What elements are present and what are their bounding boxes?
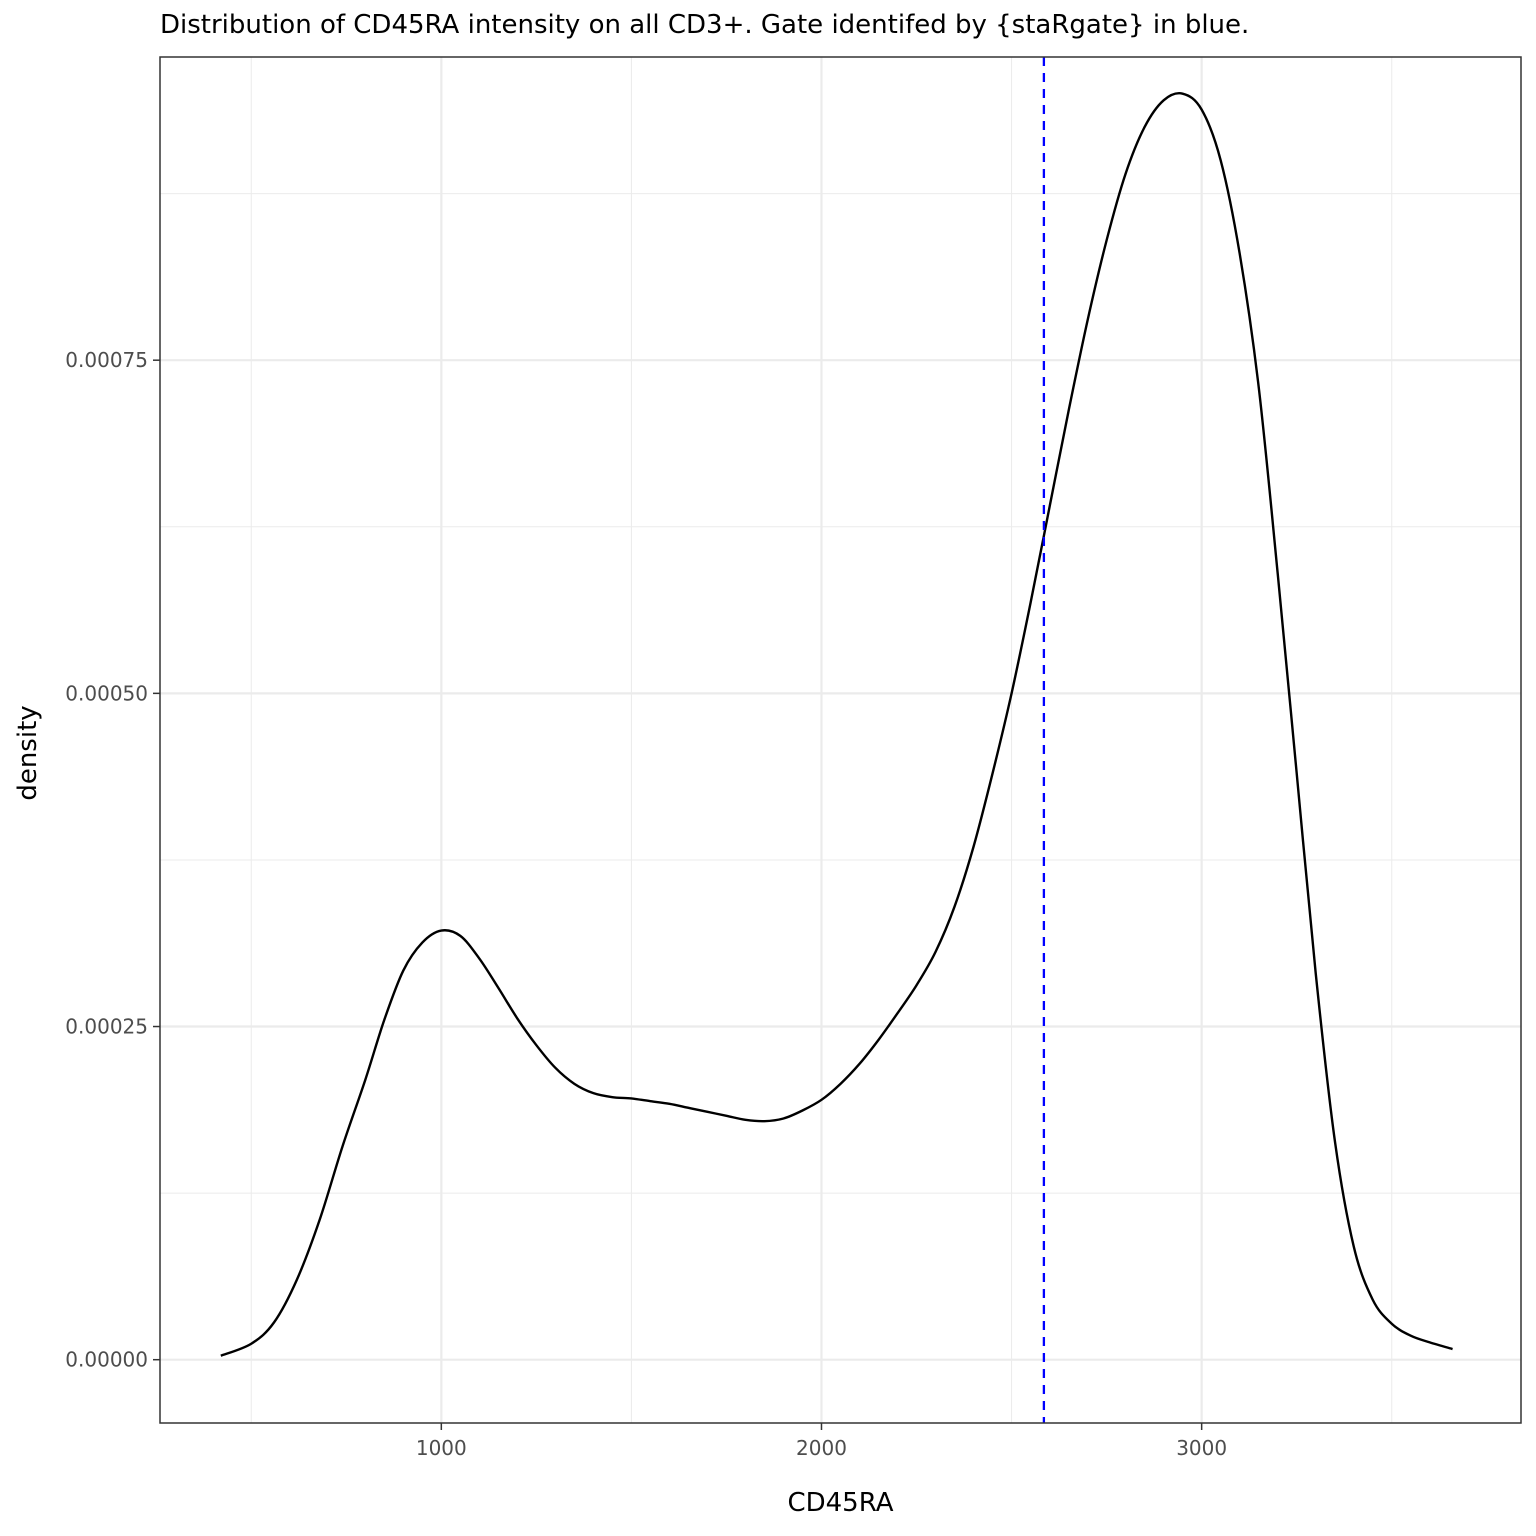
y-tick-label: 0.00025 (65, 1015, 148, 1039)
axis-ticks: 1000 2000 3000 0.00000 0.00025 0.00050 0.00075 (65, 348, 1227, 1460)
chart-title: Distribution of CD45RA intensity on all … (160, 10, 1250, 40)
y-tick-label: 0.00050 (65, 681, 148, 705)
x-tick-label: 1000 (416, 1436, 467, 1460)
major-gridlines (160, 57, 1521, 1423)
y-tick-label: 0.00000 (65, 1348, 148, 1372)
minor-gridlines (160, 57, 1521, 1423)
x-axis-label: CD45RA (787, 1488, 894, 1518)
x-tick-label: 3000 (1176, 1436, 1227, 1460)
density-curve-layer (220, 92, 1453, 1357)
plot-panel-border (159, 56, 1522, 1424)
density-curve (220, 92, 1453, 1357)
x-tick-label: 2000 (796, 1436, 847, 1460)
y-tick-label: 0.00075 (65, 348, 148, 372)
y-axis-label: density (13, 705, 43, 801)
